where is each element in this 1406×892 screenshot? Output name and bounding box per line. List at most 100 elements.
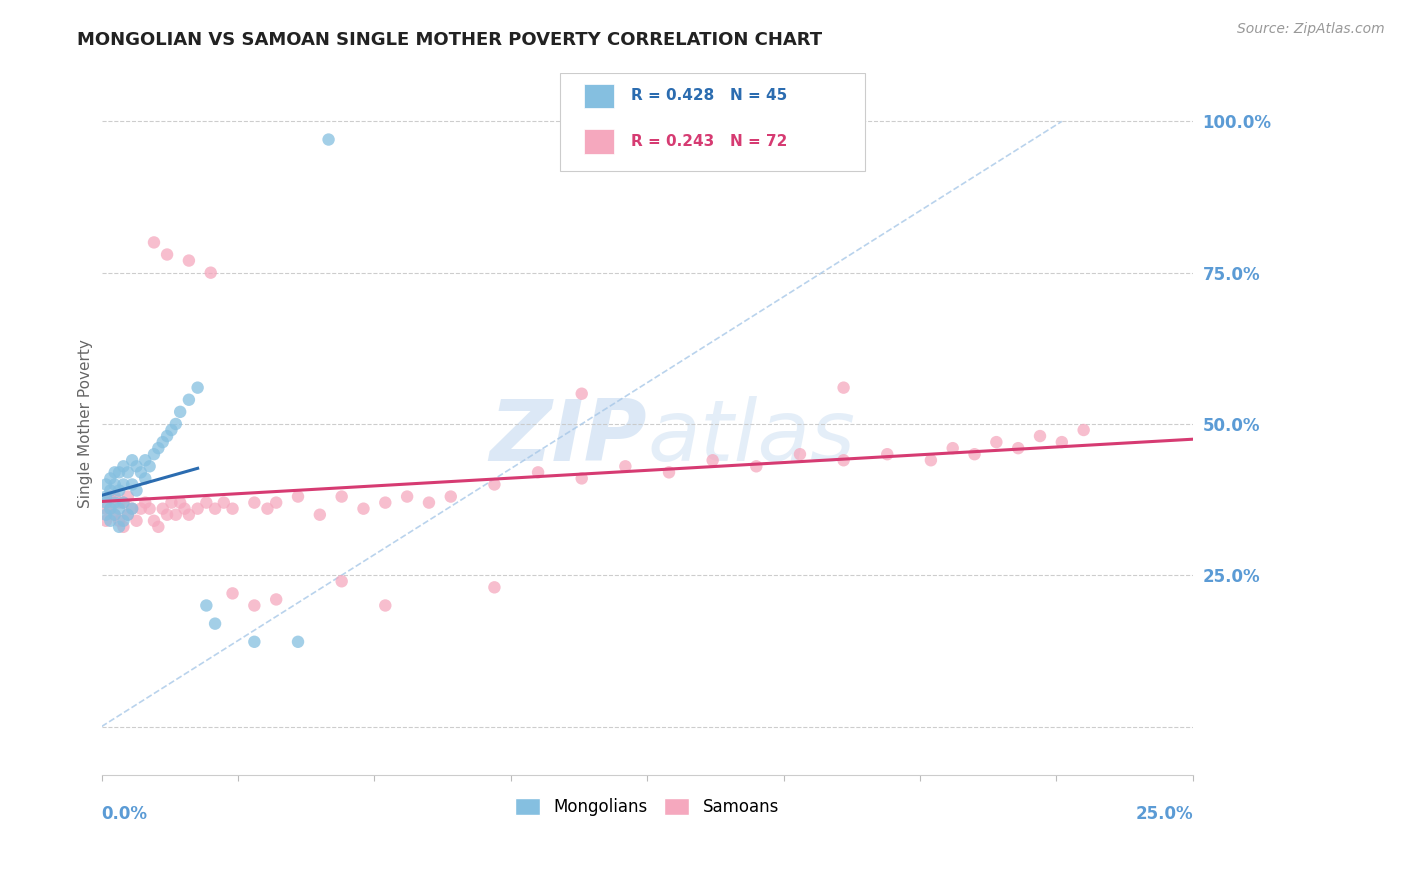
Point — [187, 381, 209, 395]
Point — [104, 477, 127, 491]
Point — [986, 435, 1008, 450]
Point — [148, 441, 170, 455]
Point — [264, 592, 287, 607]
Point — [169, 405, 191, 419]
Point — [287, 490, 309, 504]
Point — [963, 447, 986, 461]
Point — [104, 508, 127, 522]
Point — [942, 441, 965, 455]
Point — [98, 490, 121, 504]
Point — [204, 501, 226, 516]
Point — [94, 477, 117, 491]
Point — [112, 459, 135, 474]
Point — [143, 235, 166, 250]
Point — [108, 495, 131, 509]
Point — [117, 508, 139, 522]
Point — [112, 495, 135, 509]
Point — [98, 501, 121, 516]
Point — [125, 483, 148, 498]
Point — [1073, 423, 1095, 437]
Point — [920, 453, 942, 467]
Point — [484, 477, 506, 491]
Point — [143, 447, 166, 461]
Point — [256, 501, 278, 516]
Point — [104, 490, 127, 504]
Point — [330, 574, 353, 589]
FancyBboxPatch shape — [583, 129, 614, 153]
Point — [832, 381, 855, 395]
Point — [117, 466, 139, 480]
Point — [94, 495, 117, 509]
Text: R = 0.243   N = 72: R = 0.243 N = 72 — [631, 134, 787, 149]
Point — [121, 501, 143, 516]
Point — [156, 247, 179, 261]
Point — [134, 453, 156, 467]
Point — [156, 429, 179, 443]
Point — [308, 508, 330, 522]
Point — [374, 599, 396, 613]
Point — [125, 514, 148, 528]
Point — [104, 466, 127, 480]
Point — [1029, 429, 1052, 443]
Point — [104, 495, 127, 509]
Text: R = 0.428   N = 45: R = 0.428 N = 45 — [631, 88, 787, 103]
Point — [138, 459, 160, 474]
Point — [221, 586, 243, 600]
FancyBboxPatch shape — [560, 73, 866, 171]
Point — [243, 635, 266, 649]
Point — [165, 417, 187, 431]
Text: 25.0%: 25.0% — [1135, 805, 1192, 823]
Point — [129, 501, 152, 516]
Point — [287, 635, 309, 649]
Point — [195, 495, 218, 509]
Text: 0.0%: 0.0% — [101, 805, 148, 823]
Point — [156, 508, 179, 522]
Point — [177, 508, 200, 522]
Point — [112, 520, 135, 534]
Point — [169, 495, 191, 509]
Point — [125, 459, 148, 474]
Point — [571, 386, 593, 401]
Point — [152, 435, 174, 450]
Point — [418, 495, 440, 509]
Point — [108, 520, 131, 534]
Point — [121, 477, 143, 491]
Point — [98, 514, 121, 528]
Point — [330, 490, 353, 504]
Point — [195, 599, 218, 613]
Point — [134, 471, 156, 485]
Legend: Mongolians, Samoans: Mongolians, Samoans — [509, 791, 786, 822]
Point — [484, 580, 506, 594]
Point — [571, 471, 593, 485]
Point — [212, 495, 235, 509]
Point — [104, 508, 127, 522]
Point — [243, 495, 266, 509]
FancyBboxPatch shape — [583, 84, 614, 108]
Y-axis label: Single Mother Poverty: Single Mother Poverty — [79, 340, 93, 508]
Text: ZIP: ZIP — [489, 396, 647, 480]
Point — [264, 495, 287, 509]
Point — [108, 483, 131, 498]
Text: Source: ZipAtlas.com: Source: ZipAtlas.com — [1237, 22, 1385, 37]
Point — [94, 490, 117, 504]
Point — [221, 501, 243, 516]
Point — [108, 501, 131, 516]
Point — [129, 466, 152, 480]
Point — [117, 490, 139, 504]
Point — [614, 459, 637, 474]
Point — [121, 453, 143, 467]
Point — [200, 266, 222, 280]
Point — [98, 471, 121, 485]
Point — [789, 447, 811, 461]
Point — [204, 616, 226, 631]
Point — [138, 501, 160, 516]
Point — [353, 501, 375, 516]
Point — [152, 501, 174, 516]
Point — [396, 490, 419, 504]
Point — [1007, 441, 1029, 455]
Text: MONGOLIAN VS SAMOAN SINGLE MOTHER POVERTY CORRELATION CHART: MONGOLIAN VS SAMOAN SINGLE MOTHER POVERT… — [77, 31, 823, 49]
Point — [658, 466, 681, 480]
Point — [112, 477, 135, 491]
Point — [98, 501, 121, 516]
Point — [112, 514, 135, 528]
